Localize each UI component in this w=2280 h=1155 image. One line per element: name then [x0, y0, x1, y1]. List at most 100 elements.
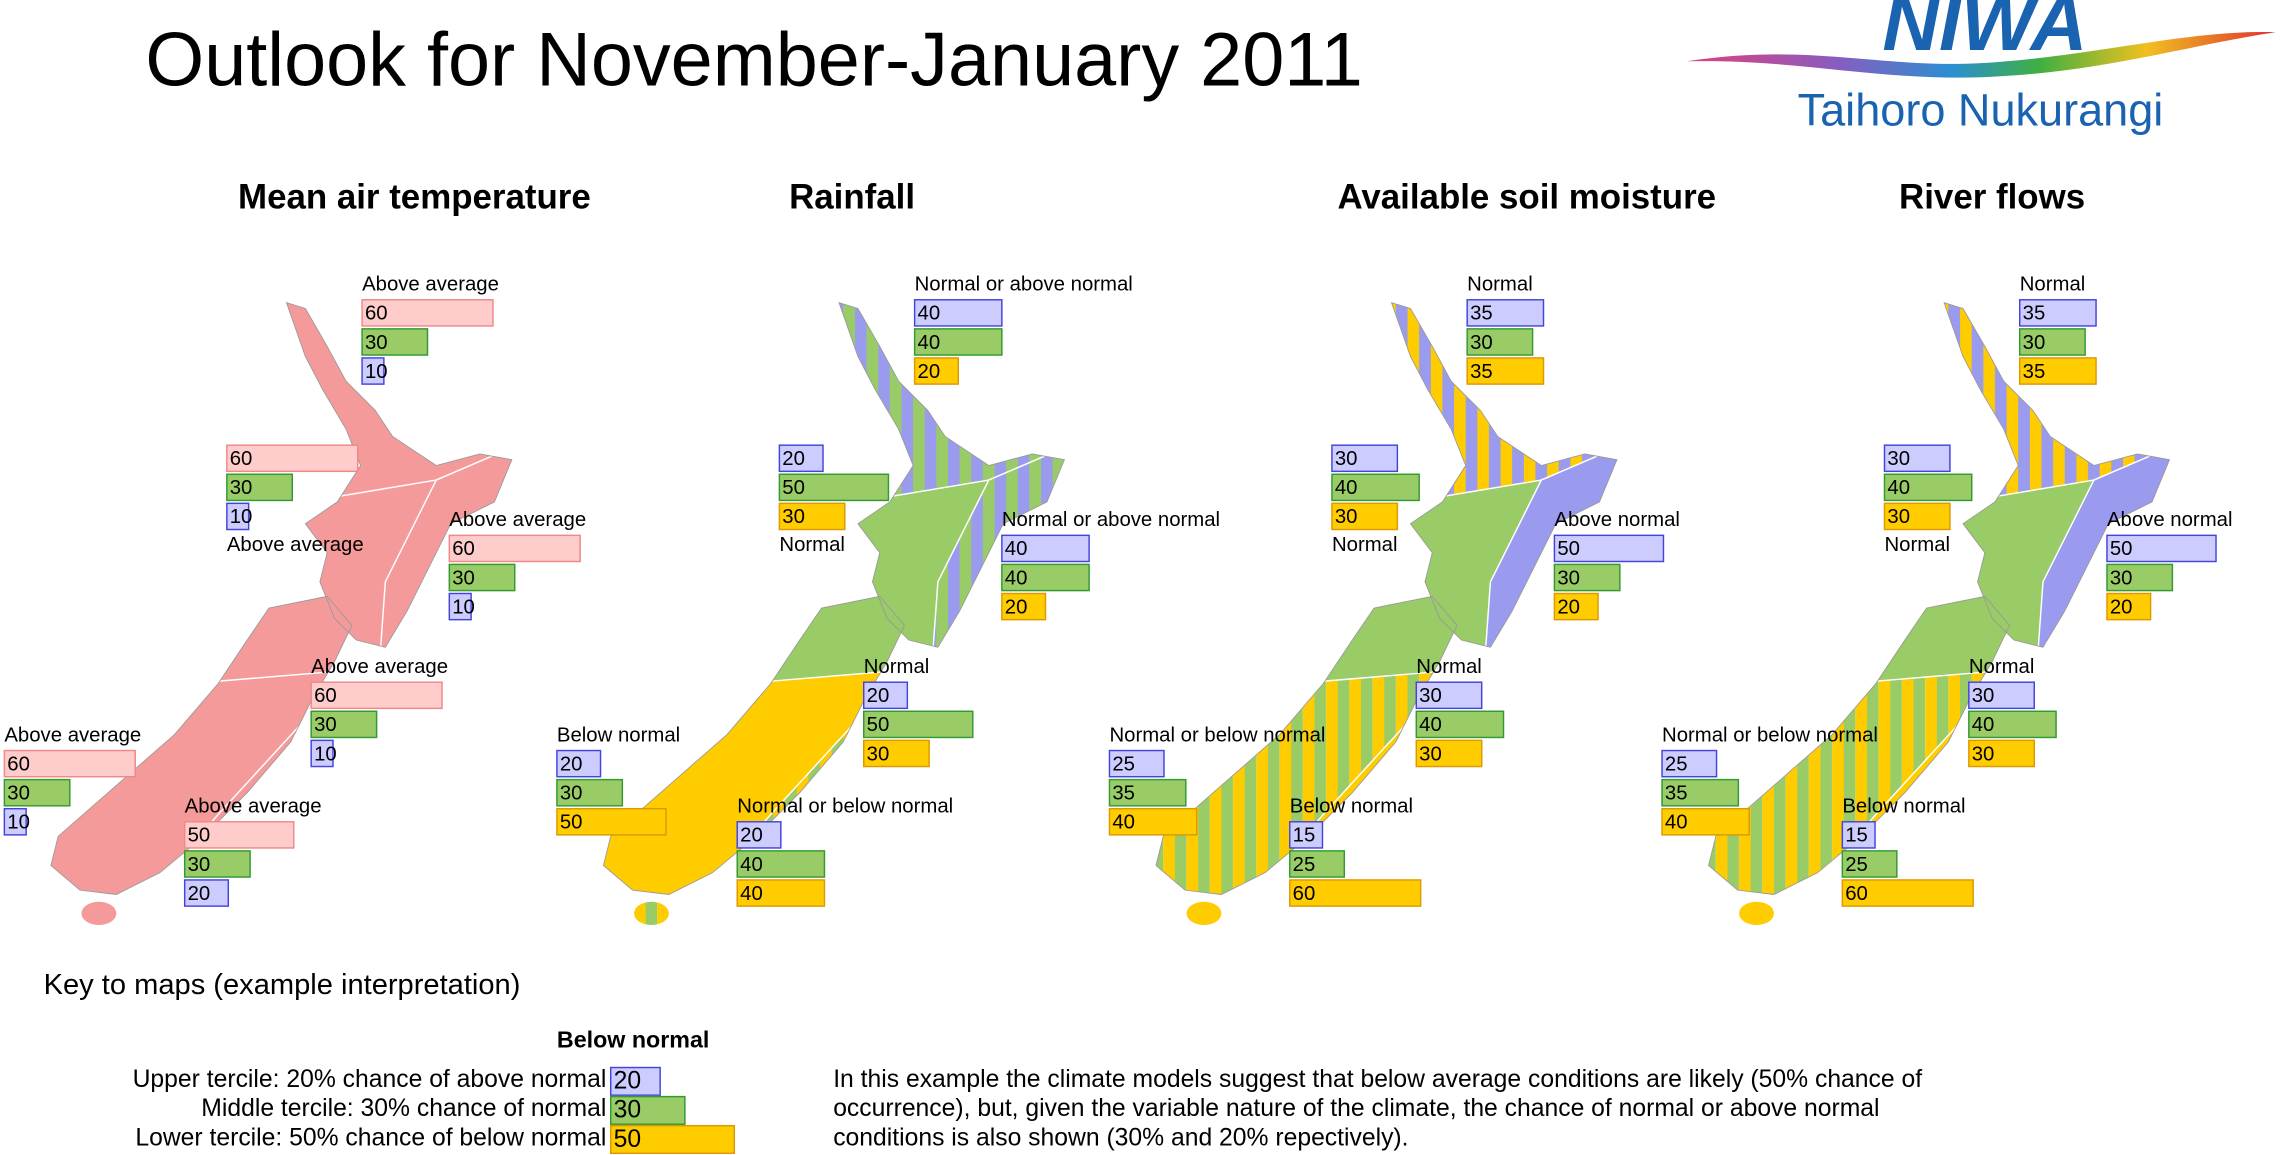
probability-bar: [448, 592, 472, 621]
probability-bar: [1289, 821, 1324, 849]
probability-value: 40: [1112, 812, 1135, 834]
probability-bar: [310, 739, 334, 768]
probability-value: 20: [2110, 596, 2133, 618]
probability-bar: [1108, 778, 1187, 807]
probability-bar: [736, 850, 826, 878]
probability-value: 25: [1293, 854, 1316, 876]
probability-bar: [1883, 473, 1973, 502]
probability-value: 40: [1665, 812, 1688, 834]
probability-bar: [862, 739, 930, 768]
probability-bar: [1968, 710, 2057, 739]
island-outline: [602, 595, 905, 895]
probability-value: 30: [7, 783, 30, 805]
probability-value: 30: [314, 714, 337, 736]
probability-bar: [556, 807, 667, 836]
region-label: Normal: [1969, 656, 2035, 678]
probability-value: 25: [1845, 854, 1868, 876]
probability-value: 40: [1335, 477, 1358, 499]
probability-bar: [1841, 879, 1974, 907]
probability-bar: [862, 710, 974, 739]
probability-value: 30: [782, 506, 805, 528]
probability-value: 20: [867, 685, 890, 707]
region-label: Normal: [1416, 656, 1482, 678]
probability-value: 60: [314, 685, 337, 707]
probability-bar: [183, 879, 230, 907]
island-outline: [1708, 595, 2011, 895]
region-label: Above normal: [2107, 509, 2233, 531]
region-label: Normal: [1884, 534, 1950, 556]
probability-bar: [361, 357, 385, 385]
probability-value: 30: [1470, 332, 1493, 354]
page-title: Outlook for November-January 2011: [145, 19, 1362, 103]
stewart-island: [1739, 901, 1774, 926]
probability-value: 35: [1470, 361, 1493, 383]
probability-bar: [1661, 807, 1750, 836]
key-example-label: Below normal: [557, 1026, 709, 1052]
probability-bar: [1108, 807, 1198, 836]
region-label: Normal or above normal: [1002, 509, 1220, 531]
probability-bar: [448, 563, 516, 592]
probability-value: 25: [1665, 753, 1688, 775]
probability-bar: [2018, 299, 2097, 327]
logo-tagline: Taihoro Nukurangi: [1798, 85, 2164, 136]
map-title: Mean air temperature: [238, 178, 591, 217]
probability-value: 30: [1419, 685, 1442, 707]
region-label: Normal or below normal: [1109, 724, 1325, 746]
probability-value: 20: [782, 448, 805, 470]
probability-value: 35: [2023, 361, 2046, 383]
map-title: Available soil moisture: [1337, 178, 1716, 217]
island-outline: [50, 595, 353, 895]
probability-bar: [1415, 710, 1505, 739]
probability-bar: [310, 710, 378, 739]
probability-value: 25: [1112, 753, 1135, 775]
key-bar: [609, 1095, 686, 1125]
probability-bar: [448, 534, 581, 563]
probability-bar: [2018, 328, 2086, 356]
probability-bar: [862, 681, 909, 710]
probability-value: 50: [2110, 538, 2133, 560]
probability-bar: [1968, 681, 2035, 710]
probability-bar: [1415, 739, 1483, 768]
probability-value: 40: [1419, 714, 1442, 736]
region-label: Above average: [227, 534, 364, 556]
probability-value: 40: [1005, 567, 1028, 589]
probability-bar: [736, 821, 782, 849]
probability-bar: [778, 502, 846, 531]
map-title: Rainfall: [789, 178, 915, 217]
probability-value: 15: [1845, 825, 1868, 847]
region-label: Normal: [864, 656, 930, 678]
probability-value: 10: [365, 361, 388, 383]
probability-bar: [183, 821, 295, 849]
probability-value: 30: [230, 477, 253, 499]
probability-value: 10: [7, 812, 30, 834]
probability-bar: [556, 749, 602, 778]
region-label: Normal: [1467, 274, 1533, 296]
probability-bar: [2106, 534, 2217, 563]
key-value: 30: [614, 1097, 641, 1124]
probability-value: 30: [1335, 448, 1358, 470]
probability-value: 50: [560, 812, 583, 834]
probability-value: 60: [365, 303, 388, 325]
probability-value: 50: [782, 477, 805, 499]
probability-value: 30: [188, 854, 211, 876]
region-label: Above average: [185, 796, 322, 818]
key-bar: [609, 1066, 661, 1096]
probability-bar: [1331, 502, 1399, 531]
probability-value: 35: [1665, 783, 1688, 805]
probability-bar: [361, 299, 494, 327]
probability-bar: [1553, 534, 1665, 563]
probability-value: 60: [1293, 883, 1316, 905]
probability-bar: [1553, 592, 1599, 621]
region-label: Above average: [449, 509, 586, 531]
key-value: 20: [614, 1068, 641, 1095]
probability-bar: [1661, 749, 1718, 778]
probability-value: 20: [918, 361, 941, 383]
key-value: 50: [614, 1126, 641, 1153]
region-label: Below normal: [1290, 796, 1413, 818]
stewart-island: [81, 901, 117, 926]
region-label: Below normal: [1842, 796, 1965, 818]
probability-value: 10: [452, 596, 475, 618]
probability-value: 30: [867, 743, 890, 765]
probability-value: 30: [1887, 448, 1910, 470]
probability-bar: [778, 473, 890, 502]
